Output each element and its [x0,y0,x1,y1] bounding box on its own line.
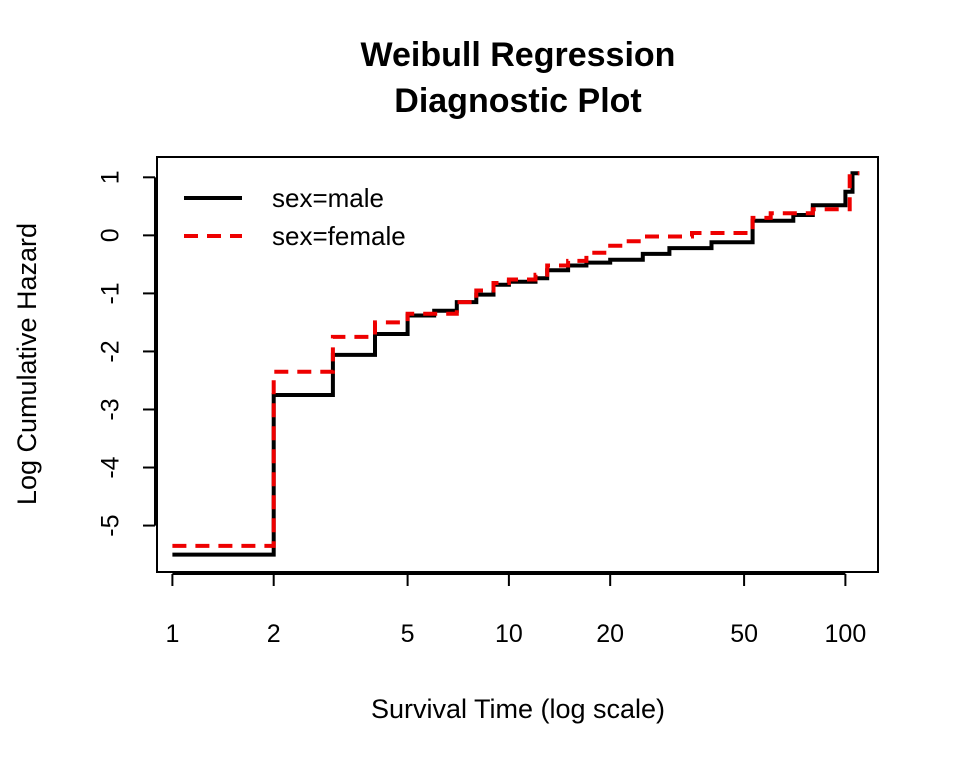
x-tick-label: 100 [825,620,867,648]
y-tick-label: -5 [97,514,125,536]
chart-title-line-2: Diagnostic Plot [394,82,642,120]
x-tick-label: 20 [596,620,624,648]
y-tick-label: -3 [97,398,125,420]
y-axis: -5 -4 -3 -2 -1 0 1 [97,170,156,537]
x-axis: 1 2 5 10 20 50 100 [165,573,867,648]
y-tick-label: -1 [97,282,125,304]
x-tick-label: 2 [267,620,281,648]
legend: sex=male sex=female [184,183,406,251]
x-tick-label: 5 [401,620,415,648]
legend-label-male: sex=male [272,183,384,213]
y-tick-label: 1 [97,170,125,184]
y-tick-label: -2 [97,340,125,362]
plot-frame [156,156,879,573]
legend-label-female: sex=female [272,221,406,251]
y-axis-title: Log Cumulative Hazard [12,223,42,505]
x-tick-label: 1 [165,620,179,648]
x-axis-title: Survival Time (log scale) [371,694,665,724]
chart-title-line-1: Weibull Regression [360,36,676,74]
series-layer [172,171,860,557]
x-tick-label: 50 [730,620,758,648]
series-line-male [172,171,860,557]
y-tick-label: 0 [97,228,125,242]
x-tick-label: 10 [495,620,523,648]
y-tick-label: -4 [97,456,125,478]
